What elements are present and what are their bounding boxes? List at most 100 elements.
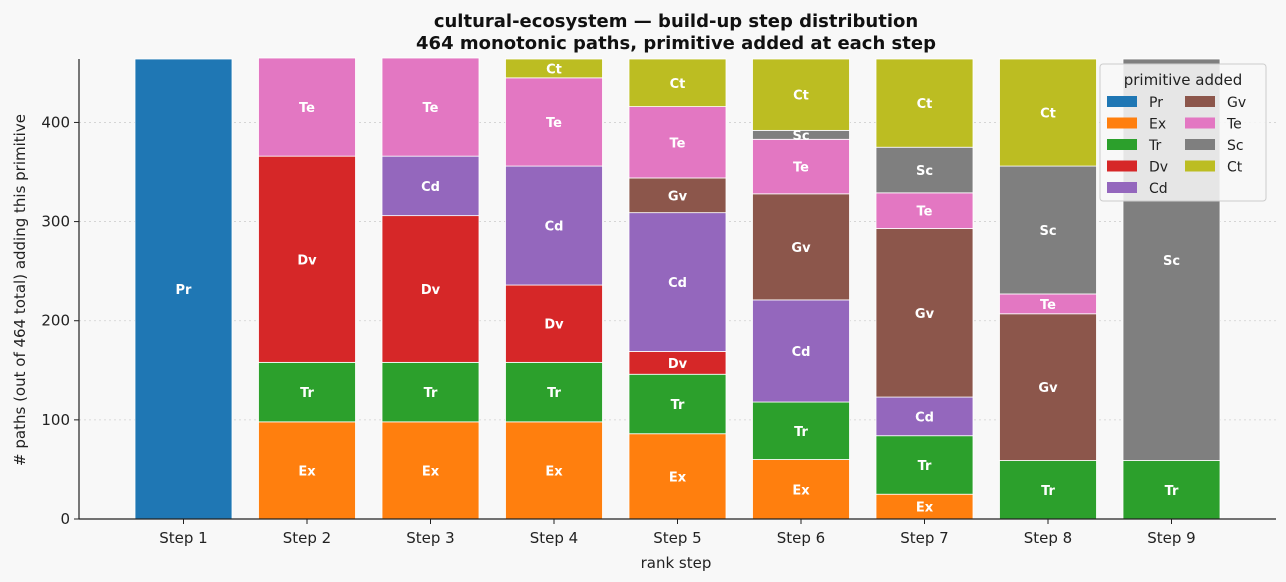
bar-segment-tr xyxy=(752,401,850,460)
bar-segment-label: Ex xyxy=(422,464,440,479)
bar-segment-label: Ex xyxy=(298,464,316,479)
bar-segment-te xyxy=(875,192,974,229)
bar-segment-label: Cd xyxy=(421,180,440,195)
legend-label: Pr xyxy=(1149,95,1163,111)
bar-segment-label: Tr xyxy=(424,386,438,401)
bar-segment-ct xyxy=(628,58,727,107)
x-tick-label: Step 7 xyxy=(900,529,948,547)
bar-segment-dv xyxy=(505,284,603,363)
bars: Pr Ex Tr Dv Te Ex Tr Dv Cd Te Ex Tr Dv Cd Te Ct Ex Tr Dv Cd… xyxy=(134,57,1221,520)
bar-segment-label: Cd xyxy=(545,220,564,235)
legend-swatch-cd xyxy=(1107,182,1137,193)
bar-segment-ex xyxy=(875,493,974,520)
legend-swatch-pr xyxy=(1107,96,1137,107)
legend: primitive added Pr Ex Tr Dv Cd Gv Te Sc Ct xyxy=(1099,63,1267,202)
legend-label: Ex xyxy=(1149,117,1166,133)
bar-segment-dv xyxy=(381,215,480,363)
x-tick-label: Step 5 xyxy=(653,529,701,547)
bar-segment-ct xyxy=(752,58,850,131)
bar-segment-label: Cd xyxy=(915,410,934,425)
bar-segment-label: Te xyxy=(299,101,315,116)
legend-box xyxy=(1099,63,1267,202)
bar-segment-tr xyxy=(505,361,603,423)
axes: 0 100 200 300 400 Step 1 Step 2 Step 3 Step 4 Ste… xyxy=(41,59,1276,547)
legend-label: Gv xyxy=(1227,95,1246,111)
bar-segment-label: Sc xyxy=(1163,254,1180,269)
bar-segment-ct xyxy=(875,58,974,148)
bar-segment-ct xyxy=(999,58,1097,167)
y-tick-label: 200 xyxy=(41,312,70,330)
bar-segment-label: Sc xyxy=(916,164,933,179)
bar-segment-tr xyxy=(628,373,727,435)
bar-segment-label: Dv xyxy=(297,253,317,268)
bar-segment-label: Tr xyxy=(1041,484,1055,499)
bar-segment-label: Gv xyxy=(668,189,688,204)
bar-segment-label: Ct xyxy=(546,62,562,77)
legend-swatch-ex xyxy=(1107,117,1137,129)
y-axis-label: # paths (out of 464 total) adding this p… xyxy=(11,114,29,466)
bar-segment-gv xyxy=(875,228,974,398)
bar-segment-sc xyxy=(875,146,974,194)
bar-segment-ex xyxy=(505,421,603,520)
legend-swatch-gv xyxy=(1185,96,1215,107)
bar-segment-label: Gv xyxy=(1038,381,1058,396)
bar-segment-label: Pr xyxy=(176,283,193,298)
legend-swatch-ct xyxy=(1185,160,1215,172)
bar-segment-label: Ex xyxy=(916,501,934,516)
bar-segment-label: Ct xyxy=(793,89,809,104)
bar-segment-ex xyxy=(258,421,356,520)
chart-title: cultural-ecosystem — build-up step distr… xyxy=(434,11,918,32)
bar-segment-te xyxy=(628,106,727,179)
bar-segment-label: Te xyxy=(1040,298,1056,313)
x-axis-label: rank step xyxy=(641,554,712,572)
y-tick-label: 0 xyxy=(60,510,70,528)
bar-segment-te xyxy=(381,57,480,157)
bar-segment-tr xyxy=(1122,460,1221,520)
x-tick-label: Step 1 xyxy=(159,529,207,547)
bar-segment-label: Dv xyxy=(544,318,564,333)
y-tick-label: 100 xyxy=(41,411,70,429)
bar-segment-label: Tr xyxy=(1165,484,1179,499)
bar-segment-label: Ex xyxy=(545,464,563,479)
bar-segment-label: Te xyxy=(793,161,809,176)
bar-segment-tr xyxy=(999,460,1097,520)
y-tick-label: 300 xyxy=(41,213,70,231)
x-tick-label: Step 2 xyxy=(283,529,331,547)
bar-segment-label: Te xyxy=(546,116,562,131)
bar-segment-label: Ct xyxy=(1040,107,1056,122)
legend-label: Ct xyxy=(1227,160,1243,176)
legend-label: Tr xyxy=(1148,138,1161,154)
bar-segment-ct xyxy=(505,58,603,79)
legend-label: Te xyxy=(1226,117,1242,133)
legend-swatch-tr xyxy=(1107,139,1137,150)
bar-segment-label: Tr xyxy=(671,398,685,413)
bar-segment-label: Tr xyxy=(547,386,561,401)
bar-segment-tr xyxy=(381,361,480,423)
bar-segment-label: Tr xyxy=(300,386,314,401)
x-tick-label: Step 8 xyxy=(1024,529,1072,547)
y-tick-label: 400 xyxy=(41,113,70,131)
bar-segment-label: Sc xyxy=(792,129,809,144)
bar-segment-label: Tr xyxy=(794,425,808,440)
bar-segment-tr xyxy=(875,435,974,495)
bar-segment-label: Tr xyxy=(918,459,932,474)
bar-segment-dv xyxy=(258,155,356,363)
bar-segment-label: Te xyxy=(423,101,439,116)
bar-segment-label: Dv xyxy=(668,357,688,372)
bar-segment-ex xyxy=(381,421,480,520)
x-tick-label: Step 3 xyxy=(406,529,454,547)
bar-segment-label: Te xyxy=(917,205,933,220)
bar-segment-label: Ct xyxy=(670,77,686,92)
legend-label: Cd xyxy=(1149,181,1168,197)
bar-segment-label: Dv xyxy=(421,283,441,298)
bar-segment-label: Te xyxy=(670,136,686,151)
bar-segment-label: Ex xyxy=(792,483,810,498)
bar-segment-label: Gv xyxy=(791,241,811,256)
legend-label: Dv xyxy=(1149,160,1168,176)
bar-segment-te xyxy=(752,138,850,195)
x-tick-label: Step 6 xyxy=(777,529,825,547)
x-tick-label: Step 9 xyxy=(1147,529,1195,547)
legend-swatch-te xyxy=(1185,117,1215,129)
bar-segment-gv xyxy=(628,177,727,214)
